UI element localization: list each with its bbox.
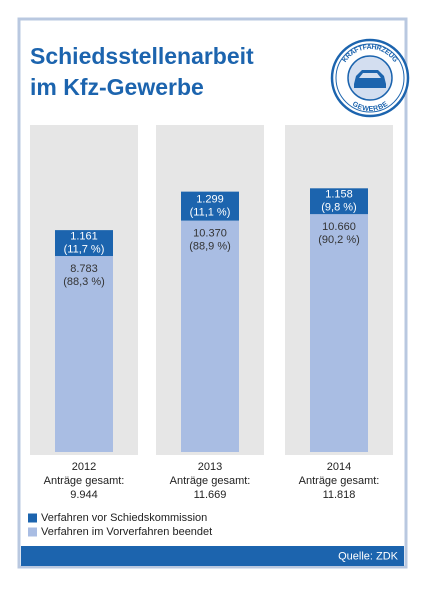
value-label: 8.783: [70, 263, 98, 275]
share-label: (88,9 %): [189, 241, 231, 253]
value-label: 1.299: [196, 194, 224, 206]
share-label: (11,7 %): [64, 243, 105, 255]
plot: 8.783(88,3 %) 1.161(11,7 %) 2012 Anträge ge…: [28, 125, 393, 538]
title: Schiedsstellenarbeit: [30, 43, 254, 69]
bar-segment: [310, 214, 368, 452]
source: Quelle: ZDK: [338, 550, 399, 562]
share-label: (11,1 %): [190, 207, 231, 219]
logo-ring: [335, 43, 405, 113]
total-caption: Anträge gesamt:: [299, 475, 380, 487]
footer-bar: [21, 546, 404, 566]
bar-segment: [181, 191, 239, 221]
legend-swatch: [28, 513, 37, 523]
bar-segment: [310, 188, 368, 215]
legend-label: Verfahren vor Schiedskommission: [41, 512, 207, 524]
value-label: 1.158: [325, 189, 353, 201]
legend-swatch: [28, 527, 37, 537]
total-label: 9.944: [70, 489, 98, 501]
category-label: 2014: [327, 461, 351, 473]
total-caption: Anträge gesamt:: [44, 475, 125, 487]
total-label: 11.669: [194, 489, 227, 501]
value-label: 1.161: [70, 230, 98, 242]
logo-car-window: [359, 73, 381, 78]
bar-segment: [181, 220, 239, 452]
title: im Kfz-Gewerbe: [30, 74, 204, 100]
total-caption: Anträge gesamt:: [170, 475, 251, 487]
value-label: 10.660: [322, 221, 356, 233]
total-label: 11.818: [323, 489, 356, 501]
share-label: (9,8 %): [321, 202, 356, 214]
share-label: (88,3 %): [63, 276, 105, 288]
value-label: 10.370: [193, 228, 227, 240]
logo: KRAFTFAHRZEUG GEWERBE: [330, 38, 410, 118]
bar-segment: [55, 230, 113, 257]
share-label: (90,2 %): [318, 234, 360, 246]
category-label: 2012: [72, 461, 96, 473]
legend-label: Verfahren im Vorverfahren beendet: [41, 526, 212, 538]
category-label: 2013: [198, 461, 222, 473]
bar-segment: [55, 256, 113, 452]
